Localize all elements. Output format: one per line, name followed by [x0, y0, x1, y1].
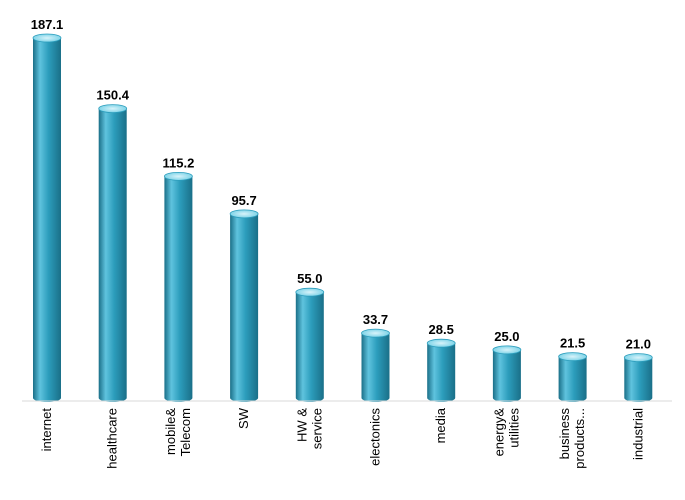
data-label: 150.4	[96, 88, 129, 103]
bar-body	[492, 349, 521, 402]
data-label: 25.0	[494, 329, 519, 344]
bar-body	[164, 176, 193, 402]
category-tick-line: internet	[39, 408, 54, 452]
data-label: 28.5	[429, 322, 454, 337]
category-tick-line: healthcare	[105, 408, 120, 469]
category-tick-label: HW &service	[294, 408, 324, 450]
data-label: 95.7	[231, 193, 256, 208]
data-label: 33.7	[363, 312, 388, 327]
category-labels-group: internet healthcare mobile&Telecom SW HW &se…	[39, 407, 645, 468]
bar-top-cap	[361, 328, 390, 338]
bar	[32, 33, 62, 402]
bar-top-cap	[426, 338, 456, 348]
data-label: 187.1	[31, 17, 64, 32]
category-tick-line: utilities	[506, 408, 521, 448]
bar	[492, 345, 522, 402]
data-label: 21.0	[626, 337, 651, 352]
bar-top-cap	[492, 345, 522, 355]
data-label: 21.5	[560, 336, 585, 351]
bar	[426, 338, 456, 402]
category-tick-label: industrial	[630, 408, 645, 460]
bar-body	[33, 38, 61, 402]
category-tick-label: mobile&Telecom	[163, 408, 193, 457]
value-labels-group: 187.1 150.4 115.2 95.7 55.0 33.7 28.5 25.0 21.5 2…	[31, 17, 651, 352]
category-tick-label: electonics	[368, 408, 383, 466]
bar-top-cap	[163, 171, 193, 181]
bars-group	[32, 33, 653, 402]
bar-top-cap	[558, 352, 587, 362]
data-label: 115.2	[162, 155, 194, 170]
bar	[295, 287, 325, 402]
category-tick-label: healthcare	[105, 408, 120, 469]
category-tick-line: SW	[236, 407, 251, 429]
bar-body	[230, 213, 259, 402]
category-tick-line: energy&	[491, 408, 506, 457]
category-tick-line: Telecom	[178, 408, 193, 456]
bar-top-cap	[98, 104, 128, 114]
category-tick-label: energy&utilities	[491, 408, 521, 457]
category-tick-line: HW &	[294, 408, 309, 442]
category-tick-line: products...	[572, 408, 587, 469]
bar-top-cap	[32, 33, 62, 43]
category-tick-label: internet	[39, 408, 54, 452]
bar	[558, 352, 587, 402]
bar-top-cap	[295, 287, 325, 297]
category-tick-line: service	[309, 408, 324, 449]
category-tick-label: businessproducts...	[557, 408, 587, 469]
bar	[163, 171, 193, 402]
bar	[98, 104, 128, 402]
bar-body	[624, 357, 653, 402]
bar-top-cap	[623, 353, 653, 362]
bar-body	[427, 343, 456, 402]
bar-body	[558, 356, 587, 402]
bar	[361, 328, 390, 402]
bar	[623, 353, 653, 402]
category-tick-line: mobile&	[163, 408, 178, 455]
bar-top-cap	[229, 209, 259, 219]
category-tick-line: business	[557, 408, 572, 460]
bar	[229, 209, 259, 402]
category-tick-label: SW	[236, 407, 251, 429]
category-tick-line: industrial	[630, 408, 645, 460]
bar-body	[98, 108, 127, 402]
data-label: 55.0	[297, 271, 322, 286]
category-tick-line: electonics	[368, 408, 383, 466]
category-tick-label: media	[433, 407, 448, 443]
bar-body	[361, 333, 390, 402]
category-tick-line: media	[433, 407, 448, 443]
bar-body	[295, 292, 324, 402]
